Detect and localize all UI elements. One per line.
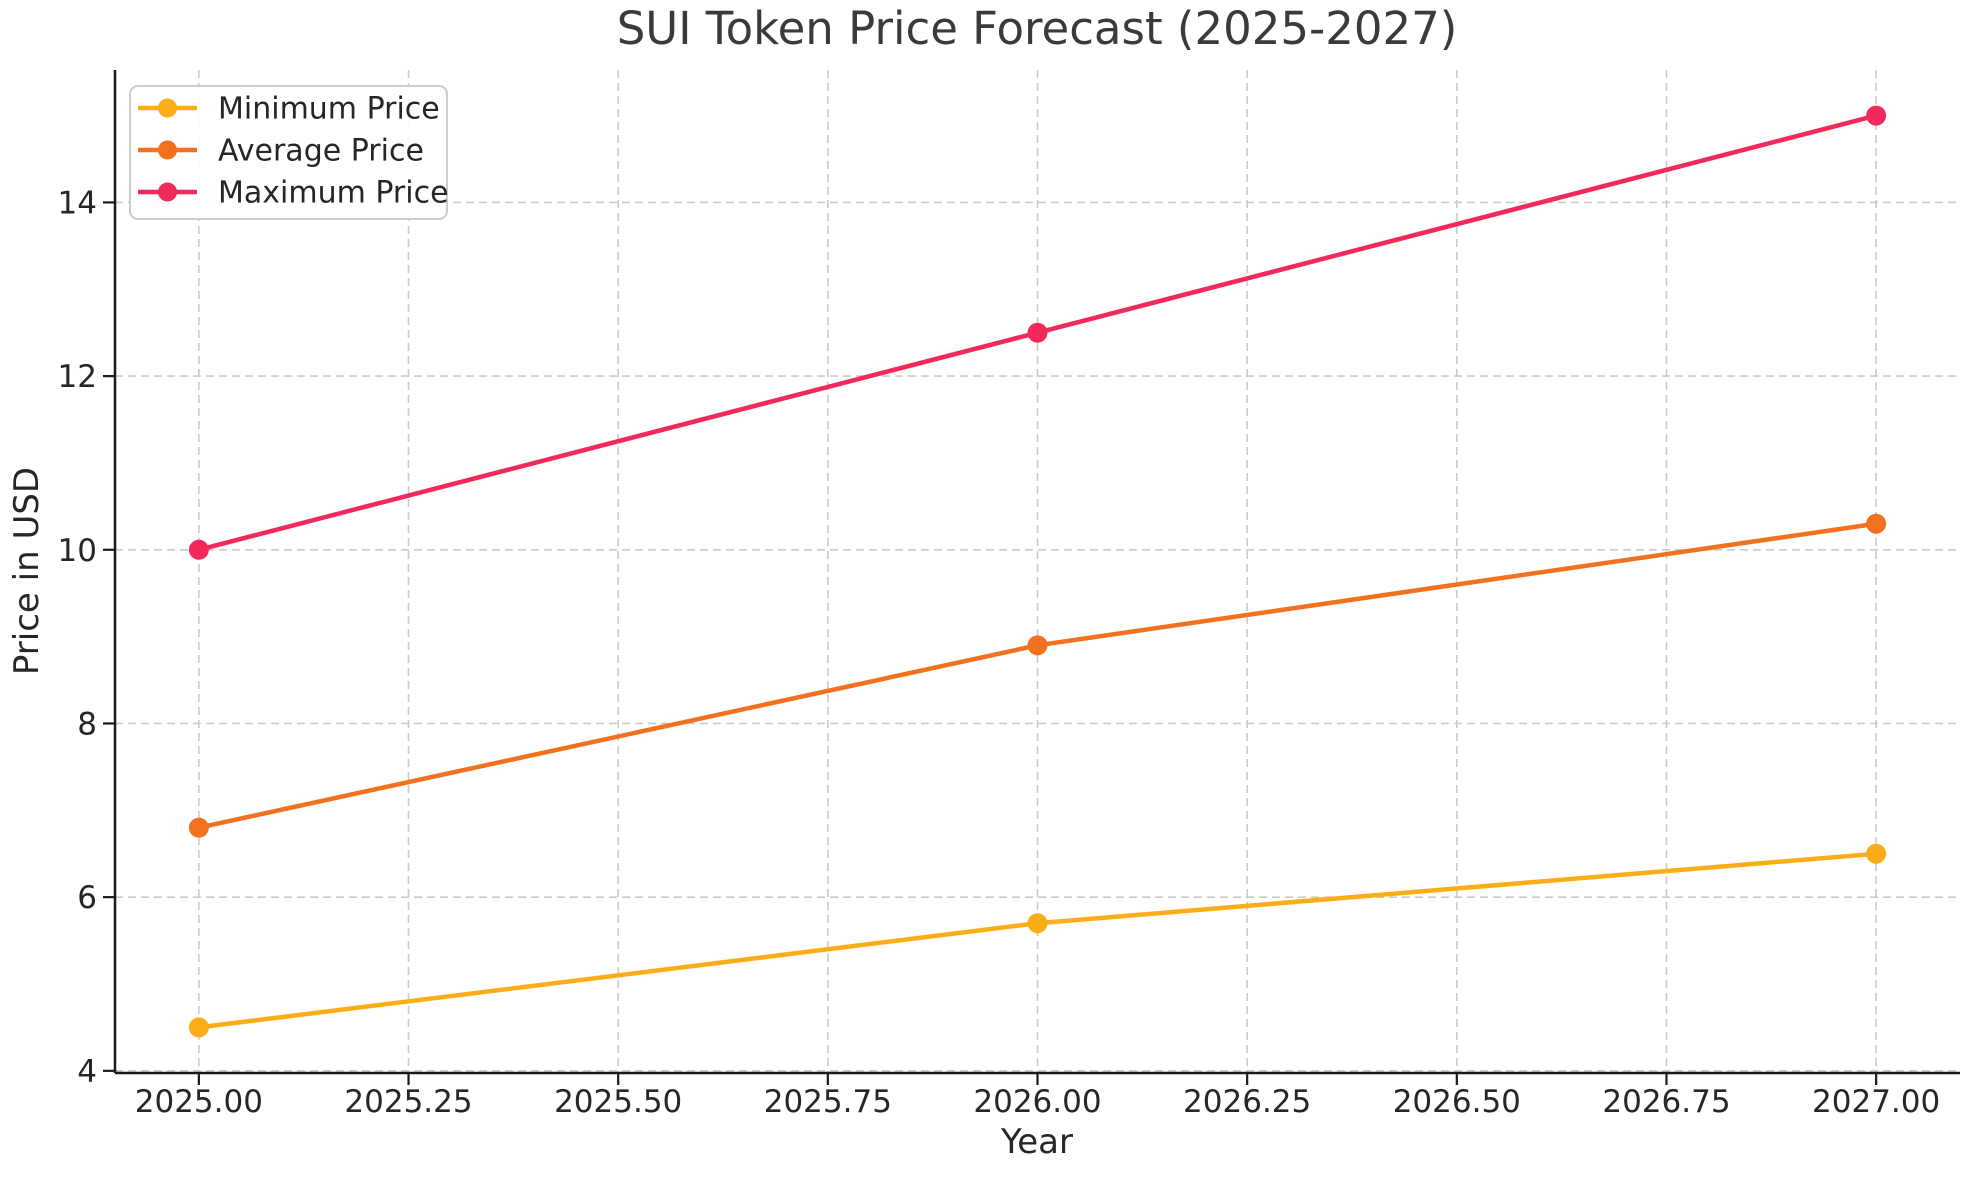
y-axis-ticks: 4 6 8 10 12 14: [58, 185, 115, 1090]
series-lines: [188, 105, 1887, 1038]
data-point-minimum-price: [1027, 913, 1048, 934]
y-tick-label: 12: [58, 359, 97, 395]
x-tick-label: 2025.00: [135, 1084, 263, 1120]
legend-entry-average-price: Average Price: [138, 134, 424, 169]
data-point-average-price: [1866, 513, 1887, 534]
legend-entry-minimum-price: Minimum Price: [138, 92, 440, 127]
legend-marker: [158, 182, 177, 202]
data-point-maximum-price: [1866, 105, 1887, 126]
x-tick-label: 2026.50: [1393, 1084, 1521, 1120]
y-axis-label: Price in USD: [7, 467, 47, 675]
data-point-minimum-price: [1866, 843, 1887, 864]
y-tick-label: 4: [77, 1054, 97, 1090]
legend-marker: [158, 98, 177, 118]
legend-marker: [158, 140, 177, 160]
x-tick-label: 2026.00: [973, 1084, 1101, 1120]
data-point-minimum-price: [188, 1017, 209, 1038]
x-tick-label: 2026.75: [1602, 1084, 1730, 1120]
x-tick-label: 2025.25: [344, 1084, 472, 1120]
x-axis-label: Year: [1000, 1122, 1073, 1162]
x-axis-ticks: 2025.00 2025.25 2025.50 2025.75 2026.00 2026.…: [135, 1073, 1940, 1120]
x-tick-label: 2026.25: [1183, 1084, 1311, 1120]
legend-label: Average Price: [218, 134, 424, 169]
legend-label: Minimum Price: [218, 92, 440, 127]
y-tick-label: 8: [77, 706, 97, 742]
data-point-maximum-price: [1027, 322, 1048, 343]
legend: Minimum Price Average Price Maximum Price: [129, 85, 449, 220]
data-point-maximum-price: [188, 539, 209, 560]
y-tick-label: 10: [58, 533, 97, 569]
x-tick-label: 2025.75: [764, 1084, 892, 1120]
x-tick-label: 2027.00: [1812, 1084, 1940, 1120]
y-tick-label: 14: [58, 185, 97, 221]
data-point-average-price: [1027, 635, 1048, 656]
y-tick-label: 6: [77, 880, 97, 916]
legend-box: [129, 85, 448, 220]
chart-title: SUI Token Price Forecast (2025-2027): [617, 2, 1458, 55]
legend-label: Maximum Price: [218, 176, 449, 211]
data-point-average-price: [188, 817, 209, 838]
legend-entry-maximum-price: Maximum Price: [138, 176, 449, 211]
axes: 2025.00 2025.25 2025.50 2025.75 2026.00 2026.…: [58, 70, 1960, 1120]
x-tick-label: 2025.50: [554, 1084, 682, 1120]
gridlines: [115, 70, 1960, 1073]
